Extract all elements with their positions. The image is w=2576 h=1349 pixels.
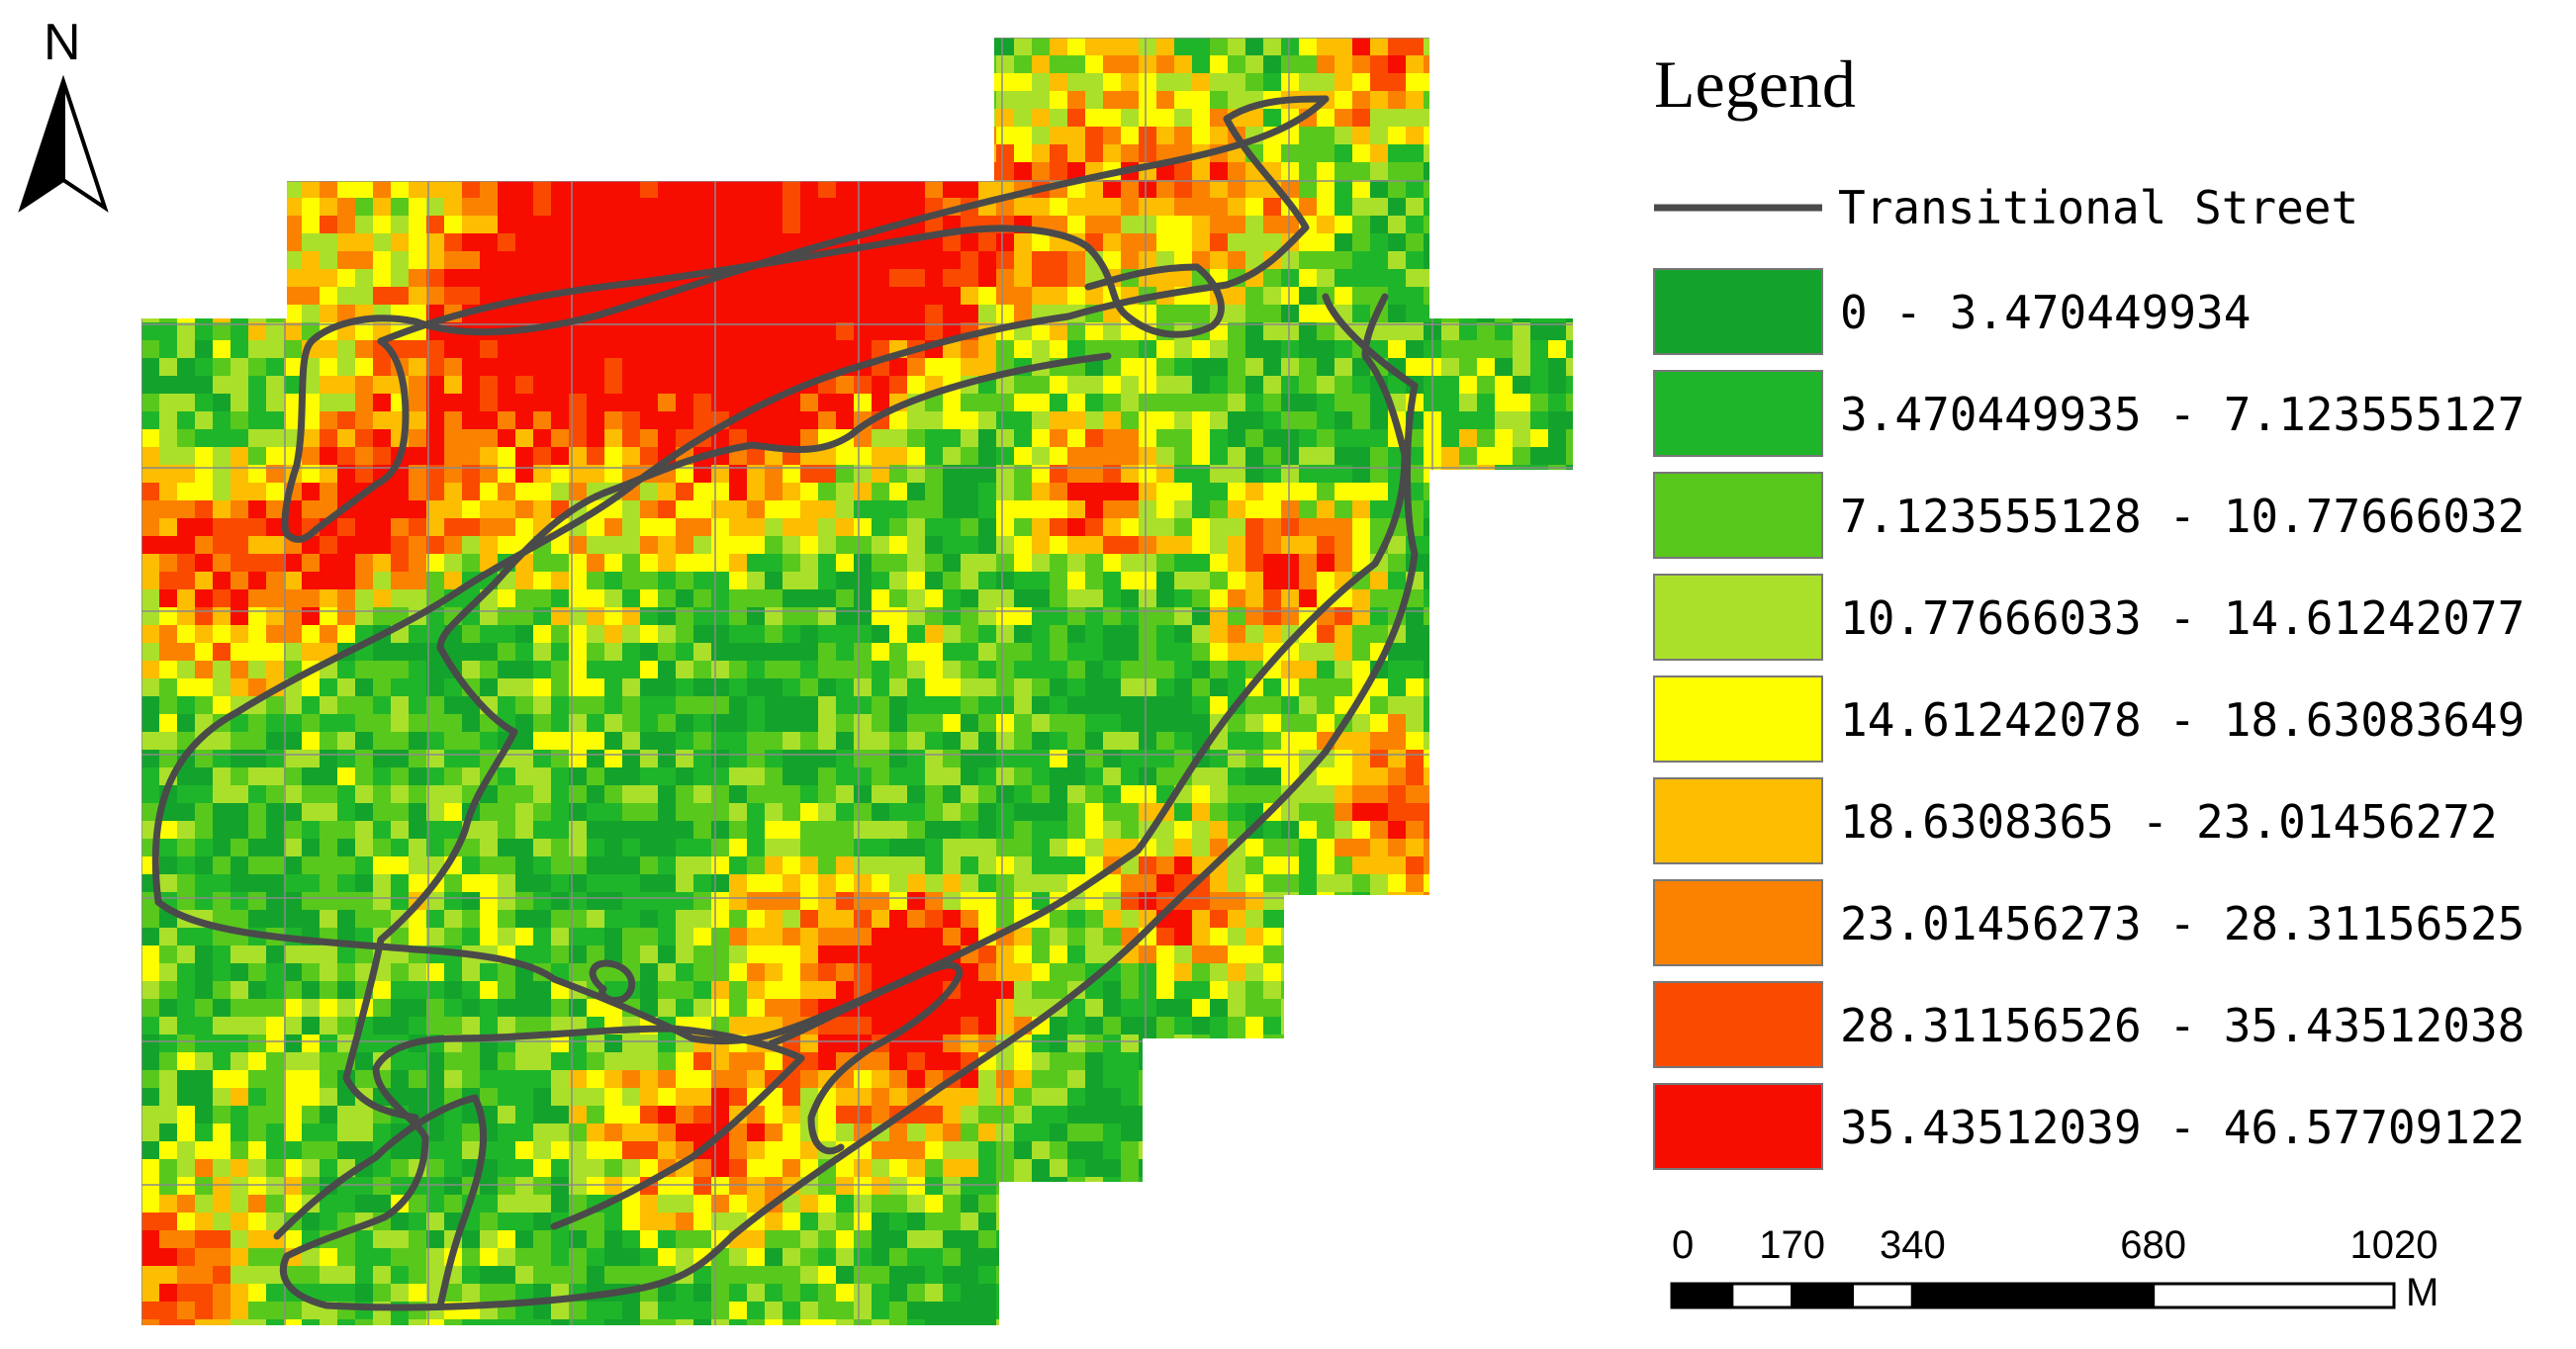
scale-segment <box>1670 1282 1734 1309</box>
street-inner-loop <box>342 644 518 1122</box>
north-arrow: N <box>18 14 109 213</box>
legend-class-label: 10.77666033 - 14.61242077 <box>1840 591 2525 645</box>
scale-segment <box>1851 1282 1914 1309</box>
transitional-streets <box>151 95 1419 1311</box>
legend-class-entry: 0 - 3.470449934 <box>1653 268 2251 355</box>
street-mid-south <box>436 1094 488 1309</box>
scale-tick-label: 680 <box>2120 1223 2186 1267</box>
scale-segment <box>1730 1282 1794 1309</box>
scale-tick-label: 0 <box>1672 1223 1694 1267</box>
street-small-loop <box>589 959 636 1004</box>
legend-class-entry: 7.123555128 - 10.77666032 <box>1653 472 2525 559</box>
legend-class-label: 7.123555128 - 10.77666032 <box>1840 490 2525 543</box>
scale-segment <box>1910 1282 2156 1309</box>
legend-class-entry: 3.470449935 - 7.123555127 <box>1653 370 2525 457</box>
legend-class-swatch <box>1653 777 1823 864</box>
legend-class-label: 23.01456273 - 28.31156525 <box>1840 897 2525 950</box>
street-label: Transitional Street <box>1838 181 2358 234</box>
legend-class-swatch <box>1653 574 1823 661</box>
legend-class-entry: 28.31156526 - 35.43512038 <box>1653 981 2525 1068</box>
legend-class-entry: 35.43512039 - 46.57709122 <box>1653 1083 2525 1170</box>
scale-segment <box>1791 1282 1854 1309</box>
legend-class-swatch <box>1653 268 1823 355</box>
scale-tick-label: 170 <box>1759 1223 1825 1267</box>
scale-bar: 0 170 340 680 1020 M <box>1670 1223 2438 1314</box>
legend-class-label: 18.6308365 - 23.01456272 <box>1840 795 2498 849</box>
street-west-spur <box>273 1094 479 1240</box>
legend-class-entry: 14.61242078 - 18.63083649 <box>1653 675 2525 763</box>
scale-segment <box>2152 1282 2396 1309</box>
street-north-upper <box>377 225 1225 345</box>
legend-class-label: 3.470449935 - 7.123555127 <box>1840 388 2525 441</box>
scale-tick-label: 340 <box>1880 1223 1946 1267</box>
legend-class-label: 14.61242078 - 18.63083649 <box>1840 693 2525 747</box>
legend-class-swatch <box>1653 472 1823 559</box>
legend-classes: 0 - 3.470449934 3.470449935 - 7.123555127… <box>1653 268 2525 1170</box>
scale-unit: M <box>2406 1271 2438 1314</box>
street-north-arc <box>281 95 1330 543</box>
street-south-arc <box>154 293 1409 1045</box>
legend-class-swatch <box>1653 879 1823 966</box>
street-south-connector <box>372 1025 805 1230</box>
street-southeast-spur <box>768 961 964 1155</box>
street-middle-link <box>436 352 1112 652</box>
legend-class-swatch <box>1653 370 1823 457</box>
legend-class-swatch <box>1653 675 1823 763</box>
street-outer-ring <box>151 95 1330 906</box>
legend: Legend Transitional Street 0 - 3.4704499… <box>1653 46 2525 1170</box>
legend-class-entry: 23.01456273 - 28.31156525 <box>1653 879 2525 966</box>
north-arrow-label: N <box>44 14 81 71</box>
legend-class-swatch <box>1653 1083 1823 1170</box>
legend-class-label: 0 - 3.470449934 <box>1840 286 2251 339</box>
legend-street-entry: Transitional Street <box>1654 181 2358 234</box>
legend-class-label: 35.43512039 - 46.57709122 <box>1840 1101 2525 1154</box>
legend-title: Legend <box>1654 46 1856 122</box>
legend-class-swatch <box>1653 981 1823 1068</box>
legend-class-label: 28.31156526 - 35.43512038 <box>1840 999 2525 1052</box>
legend-class-entry: 10.77666033 - 14.61242077 <box>1653 574 2525 661</box>
legend-class-entry: 18.6308365 - 23.01456272 <box>1653 777 2498 864</box>
scale-tick-label: 1020 <box>2350 1223 2438 1267</box>
street-east-arc <box>279 293 1419 1311</box>
